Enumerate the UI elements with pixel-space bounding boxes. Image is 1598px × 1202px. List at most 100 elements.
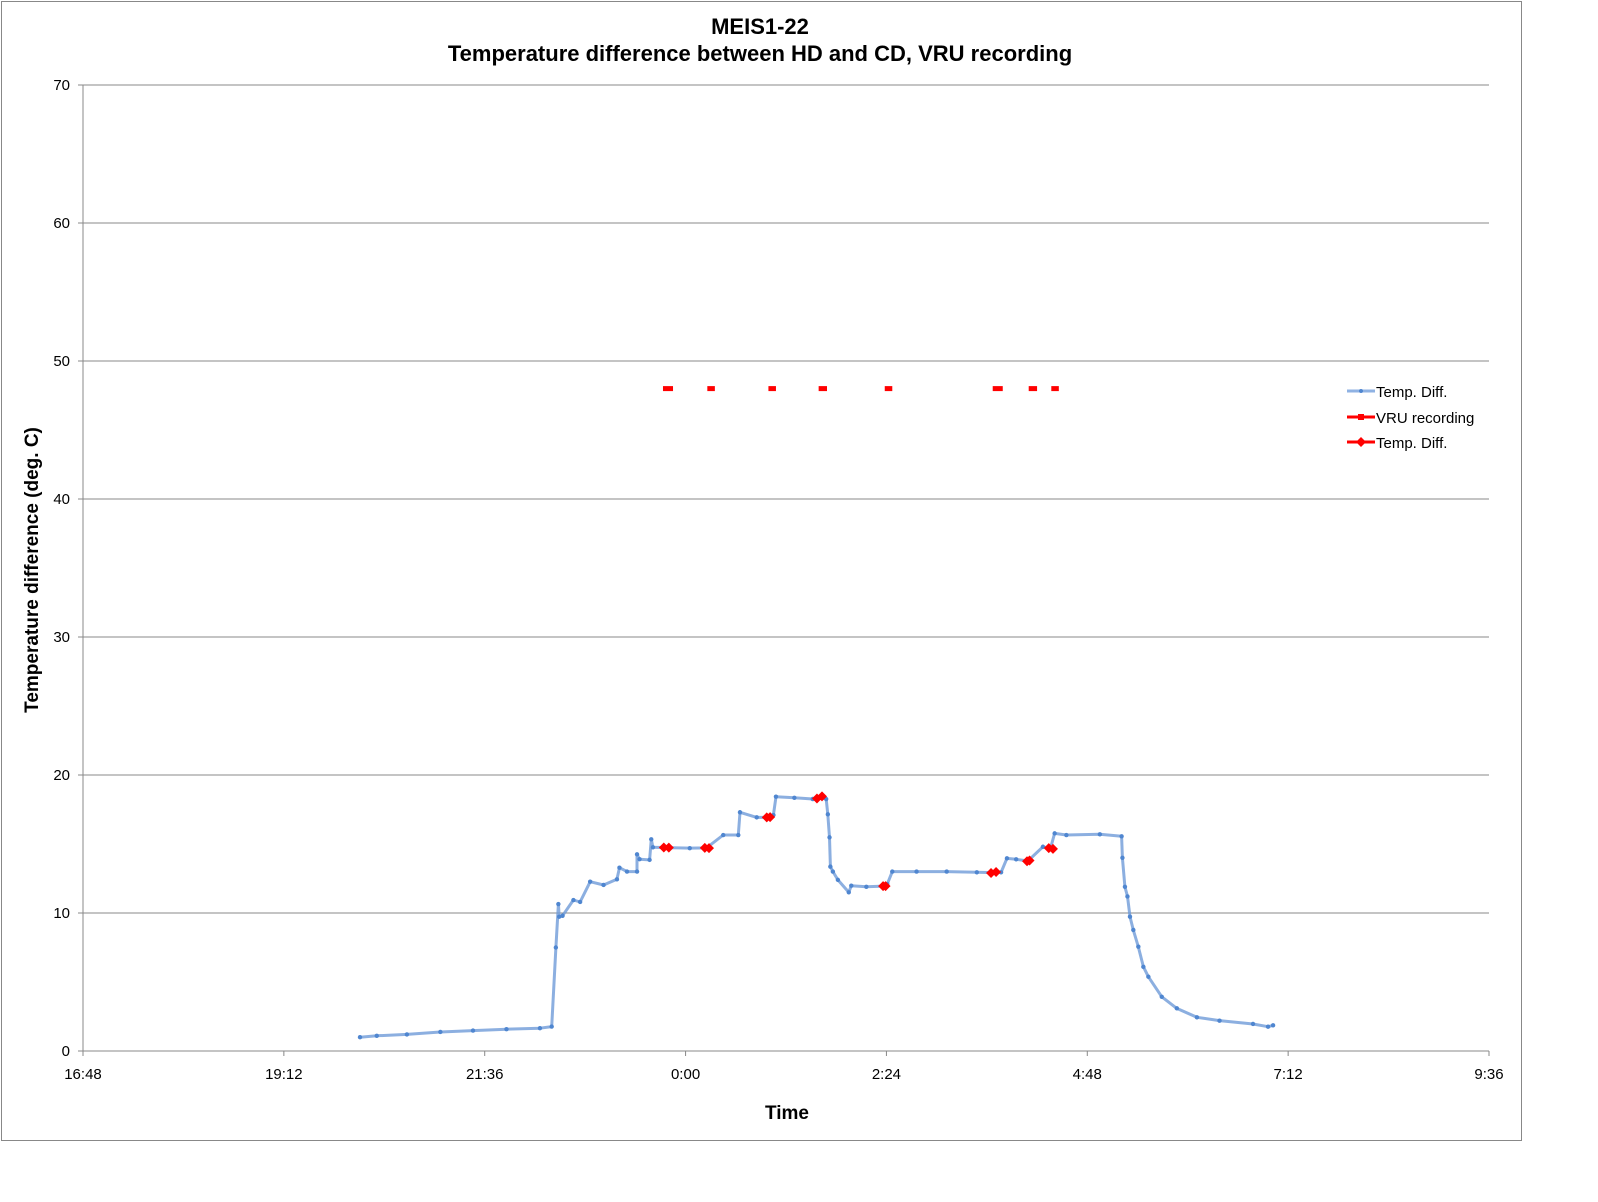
temp-diff-point (637, 856, 642, 862)
temp-diff-point (556, 901, 561, 907)
x-tick-label: 4:48 (1073, 1066, 1102, 1083)
temp-diff-vru-point (704, 843, 715, 854)
x-axis-ticks: 16:48 19:12 21:36 0:00 2:24 4:48 7:12 9:36 (64, 1051, 1504, 1083)
temp-diff-point (754, 815, 759, 820)
temp-diff-point (649, 837, 654, 842)
temp-diff-vru-point (1047, 843, 1058, 854)
y-tick-label: 60 (53, 215, 70, 232)
temp-diff-point (1064, 832, 1069, 838)
temp-diff-point (1194, 1015, 1200, 1020)
temp-diff-vru-point (765, 812, 776, 823)
temp-diff-point (1131, 927, 1136, 933)
temp-diff-point (1004, 856, 1010, 861)
temp-diff-point (556, 914, 562, 919)
y-tick-label: 50 (53, 353, 70, 370)
legend-label-temp-diff-vru: Temp. Diff. (1376, 435, 1447, 452)
temp-diff-point (470, 1028, 476, 1033)
legend-item-temp-diff-vru: Temp. Diff. (1347, 435, 1447, 452)
temp-diff-point (1120, 855, 1125, 860)
temp-diff-point (650, 845, 656, 850)
y-tick-label: 10 (53, 905, 70, 922)
temp-diff-vru-point (991, 867, 1002, 878)
temp-diff-vru-point (880, 881, 891, 892)
y-tick-label: 30 (53, 629, 70, 646)
temp-diff-point (549, 1024, 554, 1029)
legend-item-vru-recording: VRU recording (1347, 410, 1474, 427)
temp-diff-point (374, 1033, 379, 1039)
temp-diff-point (357, 1035, 363, 1040)
temp-diff-point (849, 883, 854, 888)
legend-label-temp-diff: Temp. Diff. (1376, 384, 1447, 401)
temp-diff-point (1217, 1018, 1222, 1023)
x-axis-title: Time (765, 1103, 809, 1124)
x-tick-label: 2:24 (872, 1066, 901, 1083)
x-tick-label: 7:12 (1274, 1066, 1303, 1083)
chart-title: MEIS1-22 (711, 14, 809, 39)
temp-diff-vru-point (1024, 855, 1035, 866)
temp-diff-point (624, 869, 630, 874)
y-axis-title: Temperature difference (deg. C) (22, 427, 43, 713)
x-tick-label: 0:00 (671, 1066, 700, 1083)
temp-diff-point (721, 832, 726, 838)
x-tick-label: 9:36 (1474, 1066, 1503, 1083)
temp-diff-point (864, 884, 869, 889)
temp-diff-point (1125, 894, 1130, 899)
temp-diff-point (571, 897, 576, 903)
temp-diff-point (890, 869, 895, 874)
temp-diff-point (1013, 857, 1019, 862)
temp-diff-point (944, 869, 949, 874)
temp-diff-point (828, 864, 833, 869)
temp-diff-point (537, 1026, 543, 1031)
legend-item-temp-diff: Temp. Diff. (1347, 384, 1447, 401)
legend-marker-temp-diff (1359, 389, 1363, 393)
temp-diff-point (617, 865, 622, 870)
y-tick-label: 20 (53, 767, 70, 784)
gridlines (83, 84, 1489, 914)
temp-diff-point (634, 852, 640, 857)
temp-diff-point (553, 945, 559, 950)
temp-diff-point (404, 1032, 410, 1037)
temp-diff-point (1136, 944, 1141, 949)
temp-diff-point (560, 913, 565, 918)
temp-diff-point (1265, 1024, 1271, 1029)
temp-diff-point (504, 1026, 509, 1032)
series-layer (357, 386, 1276, 1040)
temp-diff-point (577, 899, 583, 905)
y-tick-label: 40 (53, 491, 70, 508)
y-axis-ticks: 0 10 20 30 40 50 60 70 (53, 77, 83, 1060)
temp-diff-point (687, 845, 692, 851)
chart-subtitle: Temperature difference between HD and CD… (448, 41, 1072, 66)
temp-diff-point (773, 794, 779, 799)
temp-diff-point (1122, 884, 1128, 889)
temp-diff-point (827, 835, 832, 840)
x-tick-label: 19:12 (265, 1066, 303, 1083)
temp-diff-point (1174, 1006, 1180, 1011)
temp-diff-point (914, 869, 919, 874)
temp-diff-point (634, 869, 640, 874)
temp-diff-point (1127, 914, 1133, 919)
temp-diff-point (1270, 1023, 1276, 1028)
temp-diff-point (974, 870, 980, 875)
temp-diff-point (1159, 994, 1164, 999)
temp-diff-point (438, 1029, 443, 1035)
temp-diff-point (1146, 974, 1151, 979)
y-tick-label: 0 (62, 1043, 70, 1060)
temp-diff-point (1097, 832, 1103, 837)
temp-diff-point (737, 810, 743, 815)
temp-diff-point (601, 882, 606, 888)
temp-diff-point (587, 879, 593, 884)
legend-label-vru-recording: VRU recording (1376, 410, 1474, 427)
temp-diff-point (614, 877, 620, 882)
temp-diff-point (1250, 1021, 1256, 1027)
temp-diff-point (846, 890, 851, 895)
temp-diff-point (1141, 964, 1146, 970)
temp-diff-vru-point (663, 842, 674, 853)
temp-diff-point (830, 869, 836, 874)
legend: Temp. Diff. VRU recording Temp. Diff. (1347, 384, 1474, 452)
temp-diff-point (647, 857, 652, 863)
temp-diff-point (792, 795, 797, 800)
temp-diff-point (1052, 831, 1057, 836)
x-tick-label: 16:48 (64, 1066, 102, 1083)
x-tick-label: 21:36 (466, 1066, 504, 1083)
